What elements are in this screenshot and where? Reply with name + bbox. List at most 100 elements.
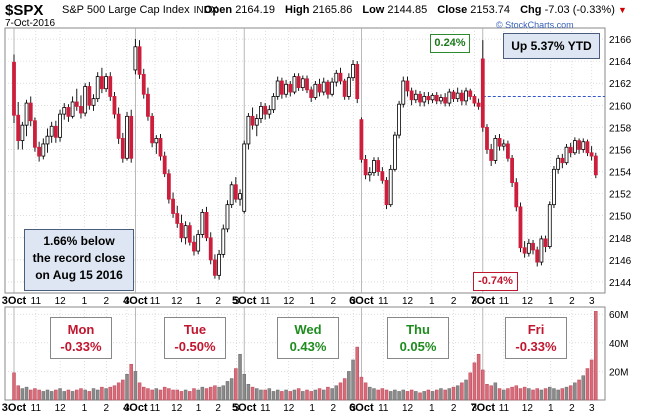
- x-tick-label: 11: [260, 296, 271, 307]
- daily-change-fri: Fri -0.33%: [505, 317, 567, 359]
- candle-up: [196, 234, 201, 252]
- candle-up: [539, 238, 544, 263]
- x-tick-label: 2: [215, 296, 221, 307]
- candle-up: [70, 101, 75, 117]
- x-tick-label: 11: [499, 296, 510, 307]
- volume-bar: [49, 391, 54, 401]
- candle-up: [217, 253, 222, 276]
- volume-bar: [142, 386, 146, 401]
- x-tick-label: 5Oct: [232, 295, 257, 307]
- x-tick-label: 11: [499, 403, 510, 414]
- chart-date: 7-Oct-2016: [5, 18, 56, 29]
- volume-bar: [70, 391, 75, 401]
- volume-bar: [368, 386, 372, 401]
- candle-down: [577, 140, 581, 150]
- x-tick-label: 12: [402, 296, 414, 307]
- candle-up: [388, 168, 393, 206]
- candle-up: [259, 105, 263, 119]
- candle-up: [572, 140, 577, 154]
- x-tick-label: 3: [234, 403, 240, 414]
- x-tick-label: 11: [150, 296, 161, 307]
- candle-down: [87, 86, 92, 106]
- volume-bar: [585, 368, 590, 401]
- volume-bar: [179, 391, 184, 401]
- volume-bars: [12, 311, 598, 401]
- volume-bar: [422, 391, 426, 401]
- x-tick-label: 2: [569, 296, 575, 307]
- x-tick-label: 2: [215, 403, 221, 414]
- volume-bar: [543, 388, 548, 401]
- volume-bar: [481, 369, 485, 401]
- candle-up: [20, 124, 25, 142]
- candle-up: [430, 94, 435, 101]
- volume-bar: [116, 382, 121, 401]
- volume-bar: [171, 389, 175, 401]
- x-tick-label: 3: [124, 403, 130, 414]
- x-tick-label: 3: [589, 296, 595, 307]
- volume-bar: [146, 388, 150, 401]
- candle-down: [233, 184, 238, 200]
- volume-bar: [225, 381, 230, 401]
- day-change: 0.43%: [289, 339, 327, 354]
- volume-bar: [564, 386, 569, 401]
- volume-bar: [58, 388, 62, 401]
- candle-down: [418, 93, 422, 103]
- open-label: Open: [204, 4, 233, 16]
- volume-bar: [594, 311, 598, 401]
- candle-down: [250, 115, 255, 126]
- ohlc-readout: Open 2164.19 High 2165.86 Low 2144.85 Cl…: [204, 4, 627, 16]
- candle-down: [480, 58, 485, 128]
- volume-bar: [384, 389, 389, 401]
- candle-down: [342, 80, 347, 97]
- candle-up: [49, 125, 54, 137]
- volume-bar: [418, 392, 422, 401]
- volume-bar: [213, 385, 217, 401]
- candle-up: [183, 225, 188, 239]
- candle-up: [41, 143, 46, 157]
- candle-down: [158, 138, 163, 157]
- candle-up: [271, 96, 276, 111]
- x-tick-label: 3: [124, 296, 130, 307]
- volume-bar: [510, 386, 514, 401]
- volume-bar: [414, 391, 418, 401]
- volume-bar: [401, 389, 406, 401]
- volume-tick-label: 40M: [609, 339, 628, 350]
- low-label: Low: [362, 4, 385, 16]
- candle-up: [254, 118, 259, 126]
- volume-bar: [326, 386, 330, 401]
- candle-down: [141, 73, 146, 95]
- price-tick-label: 2162: [609, 79, 632, 90]
- candle-up: [200, 211, 205, 235]
- candle-down: [476, 102, 481, 107]
- volume-bar: [313, 389, 318, 401]
- volume-bar: [24, 386, 29, 401]
- volume-bar: [522, 386, 527, 401]
- volume-bar: [476, 353, 481, 401]
- candle-up: [334, 72, 339, 83]
- candle-down: [28, 102, 33, 122]
- day-change: -0.33%: [60, 339, 102, 354]
- ytd-callout: Up 5.37% YTD: [503, 33, 600, 59]
- volume-bar: [560, 388, 565, 401]
- volume-bar: [154, 388, 159, 401]
- x-tick-label: 1: [82, 403, 88, 414]
- candle-up: [95, 76, 100, 100]
- volume-tick-label: 60M: [609, 310, 628, 321]
- day-name: Wed: [294, 322, 322, 337]
- x-tick-label: 3Oct: [2, 295, 27, 307]
- x-tick-label: 11: [150, 403, 161, 414]
- x-tick-label: 3: [589, 403, 595, 414]
- volume-bar: [112, 385, 117, 401]
- volume-bar: [430, 391, 435, 401]
- candle-up: [447, 91, 452, 104]
- volume-bar: [301, 391, 305, 401]
- volume-bar: [150, 389, 154, 401]
- volume-bar: [296, 388, 301, 401]
- volume-bar: [309, 391, 313, 401]
- volume-bar: [41, 391, 46, 401]
- candle-down: [150, 115, 155, 144]
- candle-down: [560, 157, 565, 164]
- x-tick-label: 2: [451, 403, 457, 414]
- close-value: 2153.74: [470, 4, 511, 16]
